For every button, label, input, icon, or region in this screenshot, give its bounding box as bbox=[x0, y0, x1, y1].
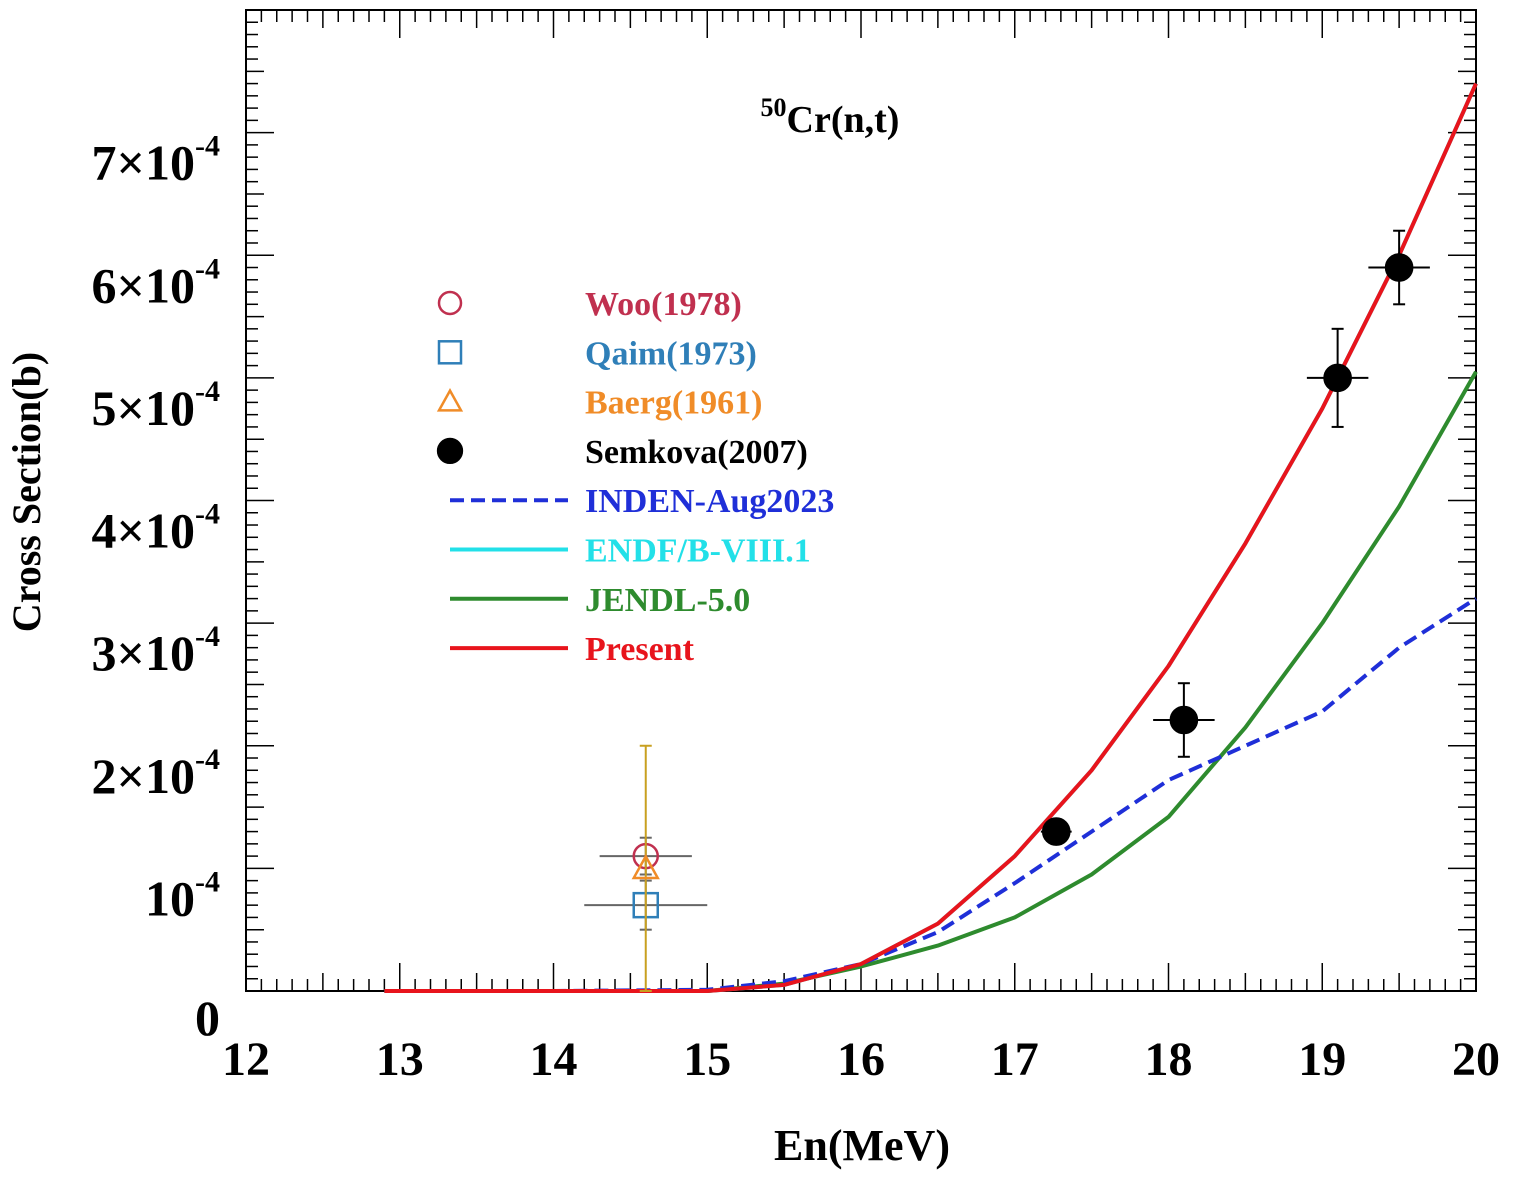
x-tick-label: 13 bbox=[376, 1033, 424, 1086]
series-line-endf-b-viii-1 bbox=[384, 82, 1478, 993]
plot-frame bbox=[245, 9, 1477, 992]
x-tick-label: 18 bbox=[1145, 1033, 1193, 1086]
y-tick-label: 10-4 bbox=[145, 865, 220, 926]
chart-title-text: Cr(n,t) bbox=[787, 99, 900, 141]
y-tick-label: 4×10-4 bbox=[92, 498, 221, 559]
legend: Woo(1978) Qaim(1973) Baerg(1961) Semkova(20… bbox=[436, 286, 834, 668]
x-tick-label: 20 bbox=[1452, 1033, 1500, 1086]
y-tick-label: 6×10-4 bbox=[92, 252, 221, 313]
x-tick-label: 14 bbox=[530, 1033, 578, 1086]
data-point-baerg-1961- bbox=[631, 853, 660, 880]
x-axis-label: En(MeV) bbox=[774, 1121, 950, 1170]
y-tick-exponent: -4 bbox=[195, 498, 220, 531]
x-tick-label: 16 bbox=[837, 1033, 885, 1086]
data-point-semkova-2007- bbox=[1384, 253, 1414, 282]
y-tick-mantissa: 0 bbox=[195, 990, 220, 1046]
y-tick-exponent: -4 bbox=[195, 252, 220, 285]
legend-label-woo-1978-: Woo(1978) bbox=[585, 286, 742, 323]
legend-label-endf-b-viii-1: ENDF/B-VIII.1 bbox=[585, 533, 811, 570]
legend-label-present: Present bbox=[585, 631, 695, 668]
legend-label-baerg-1961-: Baerg(1961) bbox=[585, 385, 763, 422]
y-tick-mantissa: 4×10 bbox=[92, 503, 196, 559]
legend-label-jendl-5-0: JENDL-5.0 bbox=[585, 582, 750, 619]
y-tick-exponent: -4 bbox=[195, 865, 220, 898]
y-tick-label: 5×10-4 bbox=[92, 375, 221, 436]
x-tick-label: 15 bbox=[683, 1033, 731, 1086]
x-tick-label: 19 bbox=[1298, 1033, 1346, 1086]
data-point-semkova-2007- bbox=[1169, 705, 1199, 735]
y-tick-exponent: -4 bbox=[195, 743, 220, 776]
legend-marker-baerg-1961- bbox=[436, 388, 464, 412]
points-layer bbox=[584, 229, 1430, 992]
series-line-present bbox=[384, 82, 1478, 993]
y-tick-label: 0 bbox=[195, 990, 220, 1046]
y-tick-exponent: -4 bbox=[195, 130, 220, 163]
y-tick-mantissa: 7×10 bbox=[92, 135, 196, 191]
y-tick-mantissa: 10 bbox=[145, 870, 195, 926]
y-tick-mantissa: 6×10 bbox=[92, 257, 196, 313]
y-tick-mantissa: 5×10 bbox=[92, 380, 196, 436]
legend-label-semkova-2007-: Semkova(2007) bbox=[585, 434, 808, 471]
data-point-semkova-2007- bbox=[1041, 817, 1071, 846]
legend-label-inden-aug2023: INDEN-Aug2023 bbox=[585, 483, 834, 520]
axes-layer: 12 13 14 15 16 17 18 19 20010-42×10-43×10-44×10-… bbox=[92, 9, 1500, 1086]
legend-marker-woo-1978- bbox=[437, 290, 463, 316]
y-tick-label: 3×10-4 bbox=[92, 620, 221, 681]
chart-title: 50Cr(n,t) bbox=[761, 93, 900, 141]
series-line-jendl-5-0 bbox=[384, 370, 1478, 993]
x-tick-label: 12 bbox=[222, 1033, 270, 1086]
legend-label-qaim-1973-: Qaim(1973) bbox=[585, 335, 757, 372]
legend-marker-qaim-1973- bbox=[437, 340, 463, 365]
x-tick-label: 17 bbox=[991, 1033, 1039, 1086]
chart-title-superscript: 50 bbox=[761, 93, 787, 122]
y-tick-exponent: -4 bbox=[195, 620, 220, 653]
series-layer bbox=[384, 82, 1478, 993]
y-tick-mantissa: 2×10 bbox=[92, 748, 196, 804]
y-axis-label: Cross Section(b) bbox=[4, 352, 49, 632]
legend-marker-semkova-2007- bbox=[436, 437, 464, 465]
y-tick-label: 2×10-4 bbox=[92, 743, 221, 804]
y-tick-label: 7×10-4 bbox=[92, 130, 221, 191]
y-tick-exponent: -4 bbox=[195, 375, 220, 408]
data-point-semkova-2007- bbox=[1323, 363, 1352, 393]
series-line-inden-aug2023 bbox=[384, 596, 1478, 993]
y-tick-mantissa: 3×10 bbox=[92, 625, 196, 681]
